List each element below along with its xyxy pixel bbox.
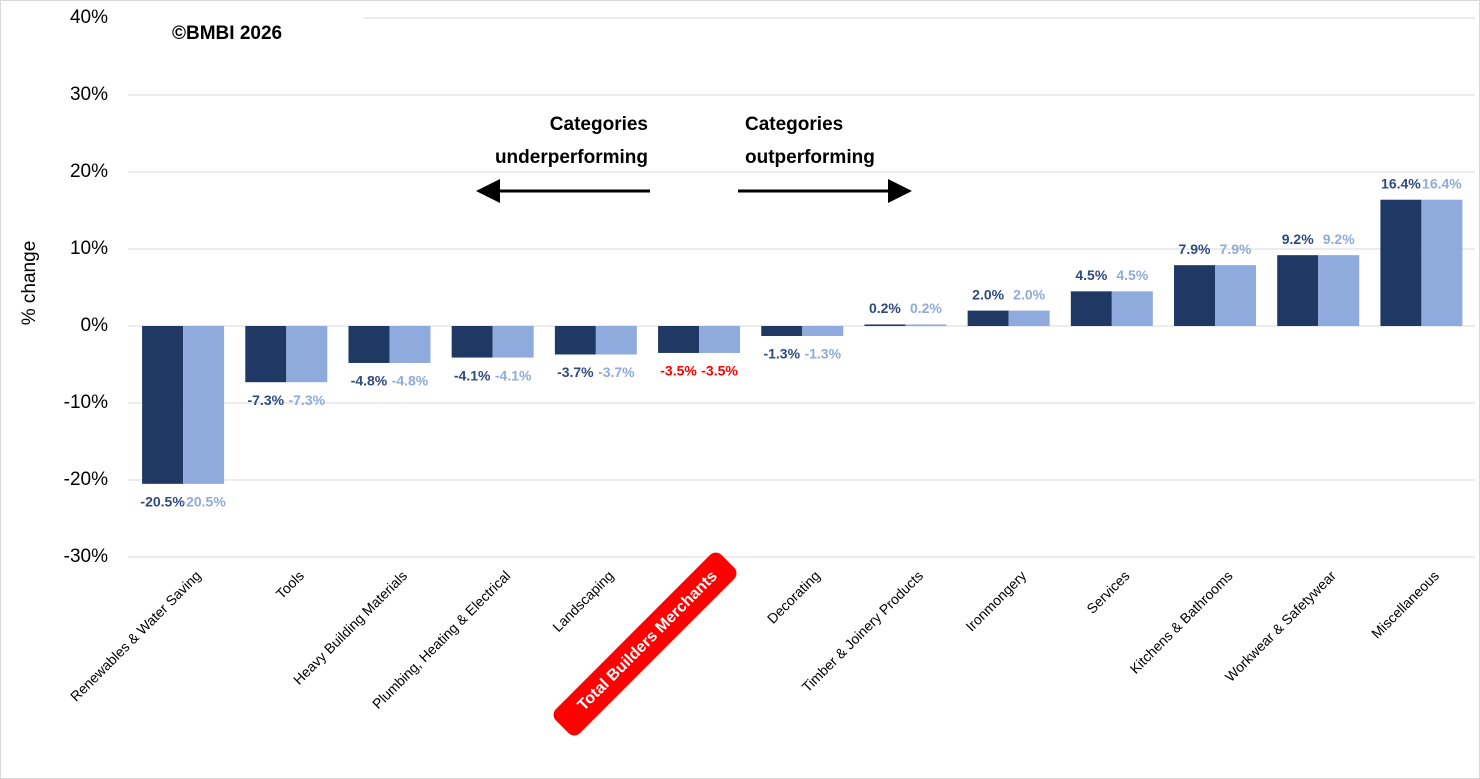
data-label: -1.3% <box>763 346 800 362</box>
data-label: 16.4% <box>1381 175 1421 191</box>
annotation: underperforming <box>495 147 648 168</box>
bar <box>1111 291 1153 326</box>
bar <box>492 326 534 358</box>
data-label: -1.3% <box>804 346 841 362</box>
bar <box>761 326 803 337</box>
bar <box>451 326 493 358</box>
y-tick-label: 0% <box>81 315 109 336</box>
bar <box>967 310 1009 326</box>
data-label: -3.5% <box>701 363 738 379</box>
y-tick-label: -10% <box>64 392 108 413</box>
bar <box>1277 255 1319 326</box>
bar <box>864 324 906 326</box>
data-label: -4.8% <box>392 373 429 389</box>
bar <box>389 326 431 363</box>
bar <box>286 326 328 383</box>
y-tick-label: 30% <box>70 84 108 105</box>
bar <box>142 326 184 484</box>
data-label: 9.2% <box>1323 231 1355 247</box>
bar <box>1174 265 1216 326</box>
data-label: 2.0% <box>972 286 1004 302</box>
data-label: -4.8% <box>351 373 388 389</box>
data-label: -3.7% <box>598 364 635 380</box>
data-label: -4.1% <box>454 367 491 383</box>
data-label: -3.5% <box>660 363 697 379</box>
data-label: -4.1% <box>495 367 532 383</box>
bar <box>183 326 225 484</box>
y-tick-label: -20% <box>64 469 108 490</box>
annotation: Categories <box>745 114 843 135</box>
bar <box>1421 199 1463 326</box>
bar <box>699 326 741 353</box>
bar <box>1380 199 1422 326</box>
marks <box>142 199 1463 484</box>
data-label: -20.5% <box>181 494 226 510</box>
data-label: 7.9% <box>1179 241 1211 257</box>
data-label: 0.2% <box>910 300 942 316</box>
y-axis-title: % change <box>19 241 40 326</box>
bar <box>658 326 700 353</box>
data-label: 4.5% <box>1075 267 1107 283</box>
bar <box>595 326 637 355</box>
highlight-badge <box>553 552 737 736</box>
data-label: 4.5% <box>1116 267 1148 283</box>
bar <box>1070 291 1112 326</box>
bar <box>802 326 844 337</box>
y-tick-label: 20% <box>70 161 108 182</box>
y-tick-label: 10% <box>70 238 108 259</box>
data-label: -7.3% <box>288 392 325 408</box>
data-label: -7.3% <box>247 392 284 408</box>
data-label: 7.9% <box>1220 241 1252 257</box>
y-tick-label: -30% <box>64 546 108 567</box>
bar <box>905 324 947 326</box>
bar <box>1318 255 1360 326</box>
data-label: 16.4% <box>1422 175 1462 191</box>
grid <box>128 17 1475 558</box>
bar <box>348 326 390 363</box>
data-label: 2.0% <box>1013 286 1045 302</box>
data-label: 0.2% <box>869 300 901 316</box>
bar <box>245 326 287 383</box>
data-label: -20.5% <box>140 494 185 510</box>
annotation-bg <box>128 8 364 48</box>
bar <box>1008 310 1050 326</box>
y-tick-label: 40% <box>70 7 108 28</box>
data-label: 9.2% <box>1282 231 1314 247</box>
bar <box>1215 265 1257 326</box>
annotation: Categories <box>550 114 648 135</box>
annotation: outperforming <box>745 147 875 168</box>
data-label: -3.7% <box>557 364 594 380</box>
bar <box>554 326 596 355</box>
annotation: ©BMBI 2026 <box>172 23 282 44</box>
